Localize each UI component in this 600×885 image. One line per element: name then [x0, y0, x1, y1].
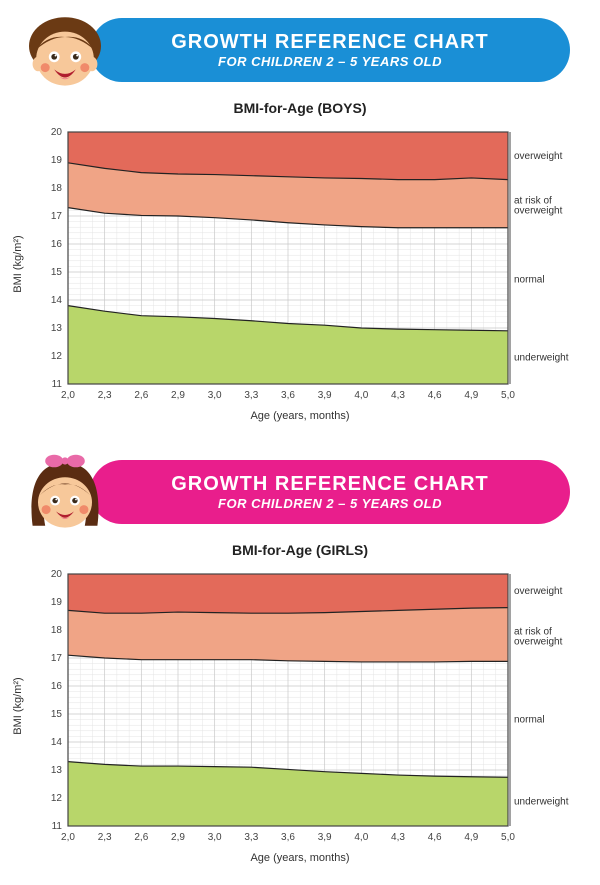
- svg-text:13: 13: [51, 765, 63, 776]
- svg-text:at risk ofoverweight: at risk ofoverweight: [514, 196, 563, 217]
- svg-text:3,6: 3,6: [281, 390, 295, 401]
- svg-text:20: 20: [51, 127, 63, 138]
- subtitle-text: FOR CHILDREN 2 – 5 YEARS OLD: [90, 54, 570, 69]
- svg-text:4,9: 4,9: [464, 832, 478, 843]
- svg-text:12: 12: [51, 351, 63, 362]
- girls-chart-title: BMI-for-Age (GIRLS): [20, 542, 580, 558]
- svg-text:5,0: 5,0: [501, 390, 515, 401]
- svg-text:2,9: 2,9: [171, 832, 185, 843]
- svg-text:overweight: overweight: [514, 151, 563, 162]
- svg-text:15: 15: [51, 709, 63, 720]
- svg-text:3,6: 3,6: [281, 832, 295, 843]
- svg-text:3,0: 3,0: [208, 832, 222, 843]
- svg-text:3,9: 3,9: [318, 832, 332, 843]
- subtitle-text: FOR CHILDREN 2 – 5 YEARS OLD: [90, 496, 570, 511]
- boys-chart: BMI (kg/m²) 111213141516171819202,02,32,…: [20, 124, 580, 404]
- svg-text:normal: normal: [514, 714, 545, 725]
- boys-chart-title: BMI-for-Age (BOYS): [20, 100, 580, 116]
- svg-text:3,9: 3,9: [318, 390, 332, 401]
- boys-panel: GROWTH REFERENCE CHART FOR CHILDREN 2 – …: [0, 0, 600, 442]
- svg-text:4,6: 4,6: [428, 390, 442, 401]
- girls-title-bubble: GROWTH REFERENCE CHART FOR CHILDREN 2 – …: [90, 460, 570, 524]
- svg-text:14: 14: [51, 295, 63, 306]
- svg-text:4,3: 4,3: [391, 832, 405, 843]
- svg-text:19: 19: [51, 155, 63, 166]
- svg-text:2,0: 2,0: [61, 390, 75, 401]
- svg-text:16: 16: [51, 681, 63, 692]
- svg-text:4,0: 4,0: [354, 390, 368, 401]
- svg-text:underweight: underweight: [514, 797, 569, 808]
- svg-text:4,0: 4,0: [354, 832, 368, 843]
- x-axis-label: Age (years, months): [20, 852, 580, 864]
- boys-chart-svg: 11 12 13 14 15 16 17 18 19 20 2,0 2,3 2,6 2,9 3,0 3,3 3,…: [20, 124, 580, 404]
- svg-text:3,0: 3,0: [208, 390, 222, 401]
- svg-text:11: 11: [52, 379, 63, 390]
- svg-text:4,9: 4,9: [464, 390, 478, 401]
- svg-text:3,3: 3,3: [244, 832, 258, 843]
- svg-text:18: 18: [51, 183, 63, 194]
- title-text: GROWTH REFERENCE CHART: [90, 473, 570, 496]
- svg-text:17: 17: [51, 211, 63, 222]
- svg-text:2,0: 2,0: [61, 832, 75, 843]
- boys-title-bubble: GROWTH REFERENCE CHART FOR CHILDREN 2 – …: [90, 18, 570, 82]
- svg-text:16: 16: [51, 239, 63, 250]
- svg-text:18: 18: [51, 625, 63, 636]
- svg-text:20: 20: [51, 569, 63, 580]
- svg-text:2,3: 2,3: [98, 832, 112, 843]
- girls-chart: BMI (kg/m²) 111213141516171819202,02,32,…: [20, 566, 580, 846]
- y-axis-label: BMI (kg/m²): [12, 677, 24, 734]
- svg-text:4,6: 4,6: [428, 832, 442, 843]
- svg-text:2,3: 2,3: [98, 390, 112, 401]
- girls-banner: GROWTH REFERENCE CHART FOR CHILDREN 2 – …: [20, 452, 580, 532]
- svg-text:15: 15: [51, 267, 63, 278]
- svg-text:2,9: 2,9: [171, 390, 185, 401]
- svg-text:4,3: 4,3: [391, 390, 405, 401]
- y-axis-label: BMI (kg/m²): [12, 235, 24, 292]
- svg-text:13: 13: [51, 323, 63, 334]
- svg-text:overweight: overweight: [514, 586, 563, 597]
- svg-text:3,3: 3,3: [244, 390, 258, 401]
- x-axis-label: Age (years, months): [20, 410, 580, 422]
- svg-text:19: 19: [51, 597, 63, 608]
- girl-face-icon: [20, 452, 110, 542]
- svg-text:14: 14: [51, 737, 63, 748]
- svg-text:5,0: 5,0: [501, 832, 515, 843]
- svg-text:12: 12: [51, 793, 63, 804]
- svg-text:17: 17: [51, 653, 63, 664]
- svg-text:at risk ofoverweight: at risk ofoverweight: [514, 626, 563, 647]
- girls-chart-svg: 11 12 13 14 15 16 17 18 19 20 2,0 2,3 2,6 2,9 3,0 3,3 3,…: [20, 566, 580, 846]
- girls-panel: GROWTH REFERENCE CHART FOR CHILDREN 2 – …: [0, 442, 600, 884]
- boy-face-icon: [20, 10, 110, 100]
- svg-text:underweight: underweight: [514, 352, 569, 363]
- svg-text:11: 11: [52, 821, 63, 832]
- svg-text:normal: normal: [514, 274, 545, 285]
- title-text: GROWTH REFERENCE CHART: [90, 31, 570, 54]
- svg-text:2,6: 2,6: [134, 832, 148, 843]
- boys-banner: GROWTH REFERENCE CHART FOR CHILDREN 2 – …: [20, 10, 580, 90]
- svg-text:2,6: 2,6: [134, 390, 148, 401]
